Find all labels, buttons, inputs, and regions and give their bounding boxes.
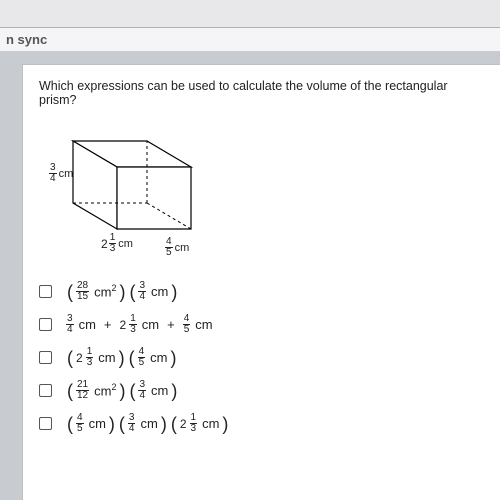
sync-text: n sync xyxy=(6,32,47,47)
browser-chrome xyxy=(0,0,500,28)
checkbox-icon[interactable] xyxy=(39,285,52,298)
option-row[interactable]: (213cm) (45cm) xyxy=(39,347,488,368)
checkbox-icon[interactable] xyxy=(39,384,52,397)
dim-depth: 2 13 cm xyxy=(101,233,133,254)
option-row[interactable]: (2112cm2) (34cm) xyxy=(39,380,488,401)
option-expression: (45cm) (34cm) (213cm) xyxy=(66,413,229,434)
checkbox-icon[interactable] xyxy=(39,417,52,430)
question-card: Which expressions can be used to calcula… xyxy=(22,64,500,500)
dim-height: 34 cm xyxy=(49,163,73,184)
answer-options: (2815cm2) (34cm) 34cm+213cm+45cm (213cm)… xyxy=(39,281,488,434)
option-row[interactable]: (45cm) (34cm) (213cm) xyxy=(39,413,488,434)
option-row[interactable]: (2815cm2) (34cm) xyxy=(39,281,488,302)
checkbox-icon[interactable] xyxy=(39,351,52,364)
option-expression: (2815cm2) (34cm) xyxy=(66,281,178,302)
question-text: Which expressions can be used to calcula… xyxy=(39,79,488,107)
prism-svg xyxy=(39,121,239,271)
dim-width: 45 cm xyxy=(165,237,189,258)
option-row[interactable]: 34cm+213cm+45cm xyxy=(39,314,488,335)
option-expression: (2112cm2) (34cm) xyxy=(66,380,178,401)
checkbox-icon[interactable] xyxy=(39,318,52,331)
sync-status-bar: n sync xyxy=(0,28,500,52)
option-expression: 34cm+213cm+45cm xyxy=(66,314,213,335)
option-expression: (213cm) (45cm) xyxy=(66,347,178,368)
prism-figure: 34 cm 2 13 cm 45 cm xyxy=(39,121,239,271)
